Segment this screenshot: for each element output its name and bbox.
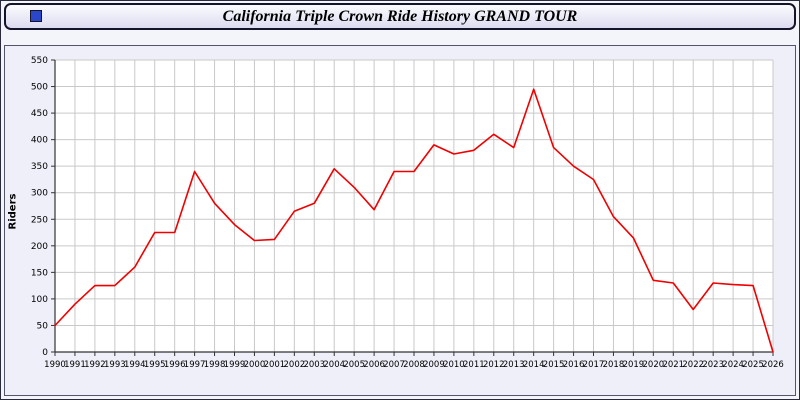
svg-text:1996: 1996 — [164, 360, 186, 370]
svg-text:550: 550 — [31, 56, 48, 66]
svg-text:2010: 2010 — [443, 360, 465, 370]
svg-text:2020: 2020 — [643, 360, 665, 370]
svg-text:2013: 2013 — [503, 360, 525, 370]
svg-text:2006: 2006 — [363, 360, 385, 370]
svg-text:2024: 2024 — [722, 360, 744, 370]
svg-text:2014: 2014 — [523, 360, 545, 370]
svg-text:2017: 2017 — [583, 360, 605, 370]
svg-text:2004: 2004 — [323, 360, 345, 370]
svg-text:2005: 2005 — [343, 360, 365, 370]
svg-text:50: 50 — [37, 321, 49, 331]
x-tick-labels: 1990199119921993199419951996199719981999… — [44, 360, 784, 370]
svg-text:2003: 2003 — [303, 360, 325, 370]
svg-text:2009: 2009 — [423, 360, 445, 370]
svg-text:2018: 2018 — [603, 360, 625, 370]
svg-text:2007: 2007 — [383, 360, 405, 370]
svg-text:1990: 1990 — [44, 360, 66, 370]
svg-text:2011: 2011 — [463, 360, 485, 370]
series-line — [54, 88, 774, 353]
svg-text:150: 150 — [31, 268, 48, 278]
chart-panel: Riders 0 50 100 150 200 250 300 350 400 450 500 550… — [4, 45, 796, 396]
svg-text:2016: 2016 — [563, 360, 585, 370]
svg-text:1998: 1998 — [204, 360, 226, 370]
title-bar: California Triple Crown Ride History GRA… — [4, 3, 796, 30]
svg-text:2019: 2019 — [623, 360, 645, 370]
svg-text:2023: 2023 — [702, 360, 724, 370]
svg-text:350: 350 — [31, 162, 48, 172]
svg-text:2025: 2025 — [742, 360, 764, 370]
svg-text:450: 450 — [31, 109, 48, 119]
svg-text:1992: 1992 — [84, 360, 106, 370]
svg-text:1995: 1995 — [144, 360, 166, 370]
svg-text:400: 400 — [31, 136, 48, 146]
y-axis-title: Riders — [7, 193, 19, 230]
svg-text:1997: 1997 — [184, 360, 206, 370]
y-tick-labels: 0 50 100 150 200 250 300 350 400 450 500 550 — [31, 56, 48, 358]
svg-text:2015: 2015 — [543, 360, 565, 370]
svg-text:2001: 2001 — [264, 360, 286, 370]
svg-text:2021: 2021 — [662, 360, 684, 370]
riders-line-chart: 0501001502002503003504004505005501990199… — [31, 56, 784, 370]
svg-text:2026: 2026 — [762, 360, 784, 370]
svg-text:1994: 1994 — [124, 360, 146, 370]
gridlines — [54, 59, 774, 353]
svg-text:1991: 1991 — [64, 360, 86, 370]
svg-text:1993: 1993 — [104, 360, 126, 370]
svg-text:2012: 2012 — [483, 360, 505, 370]
svg-text:100: 100 — [31, 295, 48, 305]
svg-text:300: 300 — [31, 189, 48, 199]
svg-text:250: 250 — [31, 215, 48, 225]
svg-text:500: 500 — [31, 83, 48, 93]
svg-text:0: 0 — [42, 348, 48, 358]
svg-text:200: 200 — [31, 242, 48, 252]
svg-text:2008: 2008 — [403, 360, 425, 370]
page-title: California Triple Crown Ride History GRA… — [222, 7, 578, 25]
svg-text:2002: 2002 — [284, 360, 306, 370]
svg-text:2022: 2022 — [682, 360, 704, 370]
svg-text:1999: 1999 — [224, 360, 246, 370]
window-icon — [30, 10, 42, 22]
svg-text:2000: 2000 — [244, 360, 266, 370]
tick-marks — [51, 59, 774, 356]
